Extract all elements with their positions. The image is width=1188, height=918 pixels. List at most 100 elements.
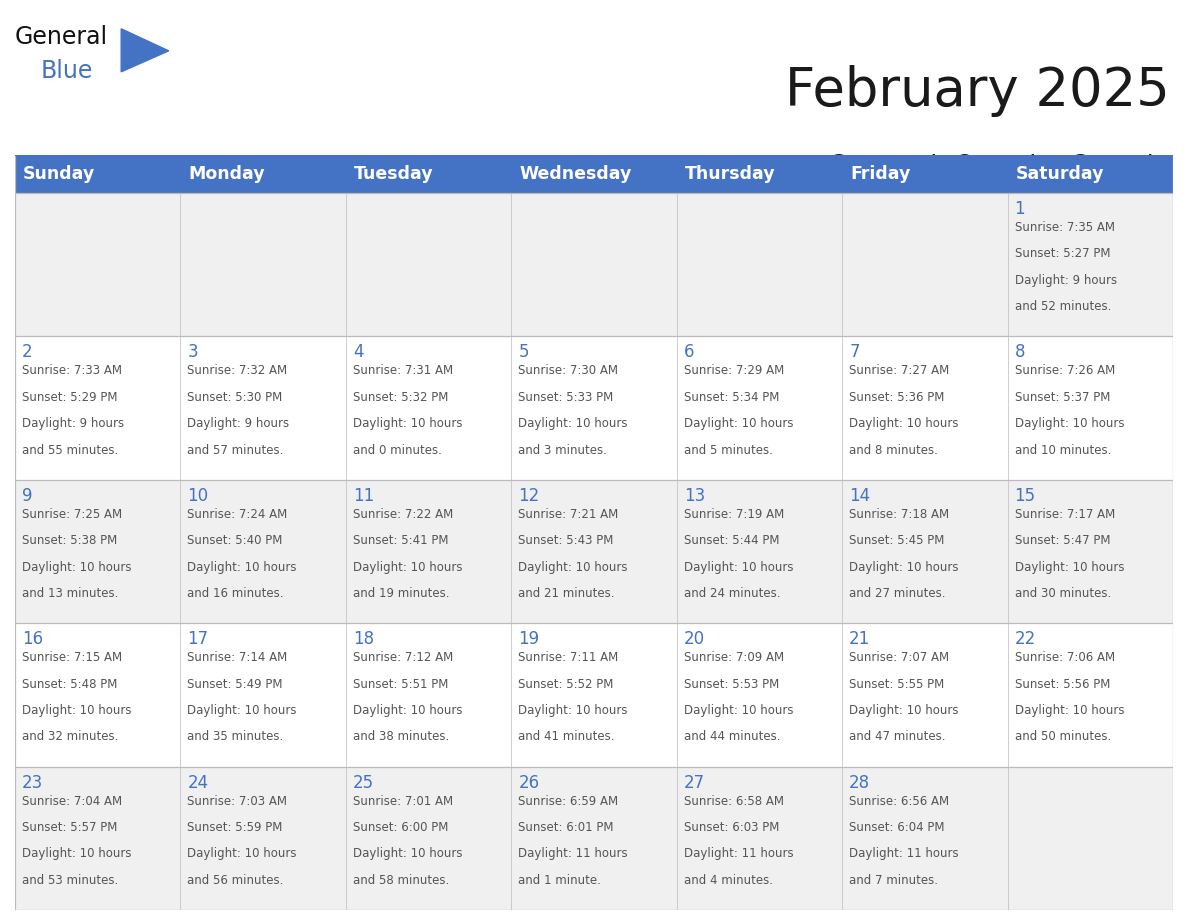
Text: 11: 11 [353, 487, 374, 505]
Text: Sunrise: 7:14 AM: Sunrise: 7:14 AM [188, 651, 287, 665]
Text: Daylight: 9 hours: Daylight: 9 hours [188, 417, 290, 431]
Text: Wednesday: Wednesday [519, 165, 632, 183]
Text: Sunrise: 7:32 AM: Sunrise: 7:32 AM [188, 364, 287, 377]
Text: 23: 23 [23, 774, 43, 791]
Text: Daylight: 11 hours: Daylight: 11 hours [849, 847, 959, 860]
Text: Sunset: 5:30 PM: Sunset: 5:30 PM [188, 391, 283, 404]
Bar [15, 336, 1173, 480]
Text: Sunrise: 7:33 AM: Sunrise: 7:33 AM [23, 364, 122, 377]
Text: and 27 minutes.: and 27 minutes. [849, 587, 946, 600]
Text: Daylight: 10 hours: Daylight: 10 hours [518, 561, 627, 574]
Text: Sunset: 5:38 PM: Sunset: 5:38 PM [23, 534, 118, 547]
Text: Daylight: 9 hours: Daylight: 9 hours [1015, 274, 1117, 286]
Text: Sunset: 5:41 PM: Sunset: 5:41 PM [353, 534, 448, 547]
Text: 9: 9 [23, 487, 32, 505]
Text: Daylight: 10 hours: Daylight: 10 hours [353, 417, 462, 431]
Text: Sunrise: 7:06 AM: Sunrise: 7:06 AM [1015, 651, 1114, 665]
Text: Daylight: 9 hours: Daylight: 9 hours [23, 417, 124, 431]
Text: Daylight: 10 hours: Daylight: 10 hours [684, 561, 794, 574]
Text: Sunrise: 7:11 AM: Sunrise: 7:11 AM [518, 651, 619, 665]
Text: Daylight: 10 hours: Daylight: 10 hours [1015, 561, 1124, 574]
Text: and 10 minutes.: and 10 minutes. [1015, 443, 1111, 456]
Text: Sunset: 5:56 PM: Sunset: 5:56 PM [1015, 677, 1110, 690]
Text: Sunset: 6:01 PM: Sunset: 6:01 PM [518, 821, 614, 834]
Text: Sunset: 5:40 PM: Sunset: 5:40 PM [188, 534, 283, 547]
Text: Sunrise: 7:29 AM: Sunrise: 7:29 AM [684, 364, 784, 377]
Text: and 3 minutes.: and 3 minutes. [518, 443, 607, 456]
Text: Sunset: 5:36 PM: Sunset: 5:36 PM [849, 391, 944, 404]
Text: and 41 minutes.: and 41 minutes. [518, 731, 614, 744]
Text: Daylight: 10 hours: Daylight: 10 hours [23, 561, 132, 574]
Text: Daylight: 10 hours: Daylight: 10 hours [23, 847, 132, 860]
Text: and 8 minutes.: and 8 minutes. [849, 443, 939, 456]
Text: 22: 22 [1015, 630, 1036, 648]
Text: 7: 7 [849, 343, 860, 362]
Text: Sunset: 5:33 PM: Sunset: 5:33 PM [518, 391, 613, 404]
Text: Sunset: 5:44 PM: Sunset: 5:44 PM [684, 534, 779, 547]
Text: Sunset: 6:03 PM: Sunset: 6:03 PM [684, 821, 779, 834]
Text: Tuesday: Tuesday [354, 165, 434, 183]
Text: and 4 minutes.: and 4 minutes. [684, 874, 772, 887]
Text: Sunrise: 7:21 AM: Sunrise: 7:21 AM [518, 508, 619, 521]
Text: and 1 minute.: and 1 minute. [518, 874, 601, 887]
Text: Sunset: 5:48 PM: Sunset: 5:48 PM [23, 677, 118, 690]
Text: Daylight: 10 hours: Daylight: 10 hours [684, 417, 794, 431]
Polygon shape [121, 28, 169, 72]
Text: Sunset: 5:55 PM: Sunset: 5:55 PM [849, 677, 944, 690]
Text: Sunrise: 7:17 AM: Sunrise: 7:17 AM [1015, 508, 1114, 521]
Text: 27: 27 [684, 774, 704, 791]
Text: 17: 17 [188, 630, 209, 648]
Text: and 7 minutes.: and 7 minutes. [849, 874, 939, 887]
Text: Sunrise: 7:18 AM: Sunrise: 7:18 AM [849, 508, 949, 521]
Text: 20: 20 [684, 630, 704, 648]
Text: Sunset: 6:00 PM: Sunset: 6:00 PM [353, 821, 448, 834]
Text: 21: 21 [849, 630, 871, 648]
Text: and 56 minutes.: and 56 minutes. [188, 874, 284, 887]
Text: Sunrise: 7:09 AM: Sunrise: 7:09 AM [684, 651, 784, 665]
Text: Sunset: 5:47 PM: Sunset: 5:47 PM [1015, 534, 1110, 547]
Text: Sunday: Sunday [23, 165, 95, 183]
Text: Daylight: 10 hours: Daylight: 10 hours [1015, 704, 1124, 717]
Text: and 0 minutes.: and 0 minutes. [353, 443, 442, 456]
Text: Daylight: 10 hours: Daylight: 10 hours [188, 561, 297, 574]
Text: Sunrise: 7:12 AM: Sunrise: 7:12 AM [353, 651, 453, 665]
Text: Sunset: 5:57 PM: Sunset: 5:57 PM [23, 821, 118, 834]
Text: 8: 8 [1015, 343, 1025, 362]
Text: 2: 2 [23, 343, 32, 362]
Text: Sunrise: 7:03 AM: Sunrise: 7:03 AM [188, 795, 287, 808]
Text: 5: 5 [518, 343, 529, 362]
Text: 15: 15 [1015, 487, 1036, 505]
Bar [15, 767, 1173, 910]
Text: and 32 minutes.: and 32 minutes. [23, 731, 119, 744]
Text: Daylight: 10 hours: Daylight: 10 hours [353, 561, 462, 574]
Text: 6: 6 [684, 343, 694, 362]
Text: Sunrise: 7:24 AM: Sunrise: 7:24 AM [188, 508, 287, 521]
Text: and 58 minutes.: and 58 minutes. [353, 874, 449, 887]
Text: Sunset: 5:43 PM: Sunset: 5:43 PM [518, 534, 614, 547]
Bar [15, 623, 1173, 767]
Text: Concord, Ontario, Canada: Concord, Ontario, Canada [828, 154, 1170, 180]
Text: Daylight: 10 hours: Daylight: 10 hours [849, 561, 959, 574]
Text: Sunrise: 7:07 AM: Sunrise: 7:07 AM [849, 651, 949, 665]
Text: 4: 4 [353, 343, 364, 362]
Text: Sunrise: 6:59 AM: Sunrise: 6:59 AM [518, 795, 619, 808]
Text: Sunrise: 6:58 AM: Sunrise: 6:58 AM [684, 795, 784, 808]
Text: Sunrise: 7:19 AM: Sunrise: 7:19 AM [684, 508, 784, 521]
Text: and 52 minutes.: and 52 minutes. [1015, 300, 1111, 313]
Text: 16: 16 [23, 630, 43, 648]
Text: Sunset: 5:52 PM: Sunset: 5:52 PM [518, 677, 614, 690]
Text: Sunrise: 7:15 AM: Sunrise: 7:15 AM [23, 651, 122, 665]
Text: 25: 25 [353, 774, 374, 791]
Text: Daylight: 10 hours: Daylight: 10 hours [849, 417, 959, 431]
Text: and 13 minutes.: and 13 minutes. [23, 587, 119, 600]
Text: Blue: Blue [40, 59, 93, 83]
Text: Sunrise: 6:56 AM: Sunrise: 6:56 AM [849, 795, 949, 808]
Text: 1: 1 [1015, 200, 1025, 218]
Text: Daylight: 10 hours: Daylight: 10 hours [1015, 417, 1124, 431]
Bar [15, 155, 1173, 193]
Text: and 47 minutes.: and 47 minutes. [849, 731, 946, 744]
Text: 13: 13 [684, 487, 704, 505]
Text: Daylight: 10 hours: Daylight: 10 hours [518, 417, 627, 431]
Text: Daylight: 10 hours: Daylight: 10 hours [188, 847, 297, 860]
Text: Sunset: 5:27 PM: Sunset: 5:27 PM [1015, 247, 1110, 261]
